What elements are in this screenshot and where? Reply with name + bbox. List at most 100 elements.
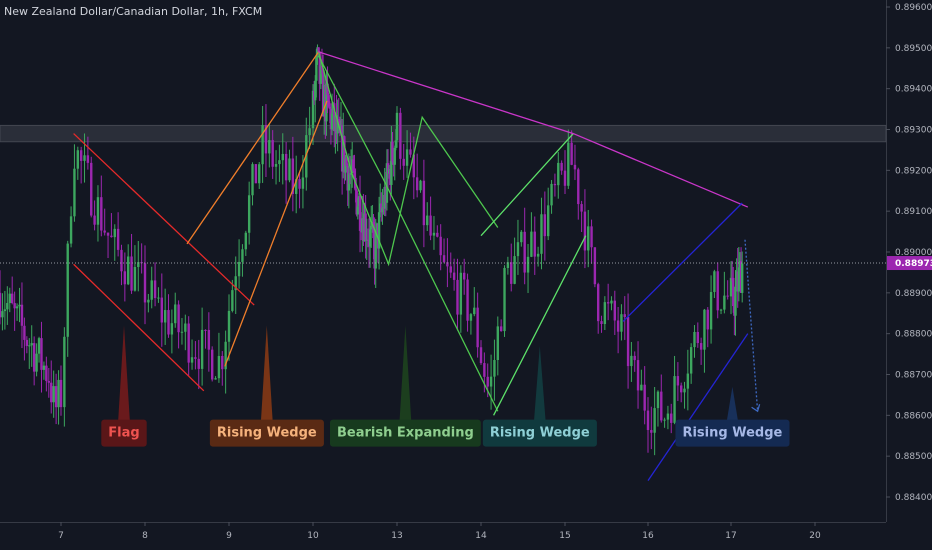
candle-body — [660, 391, 663, 421]
candle-body — [633, 355, 636, 361]
candle-body — [390, 141, 393, 185]
candle-body — [368, 229, 372, 247]
candle-body — [116, 228, 120, 250]
pattern-label-5: Rising Wedge — [675, 419, 790, 447]
candle-body — [224, 341, 227, 370]
candle-body — [103, 230, 106, 233]
candle-body — [11, 293, 14, 304]
candle-body — [573, 164, 577, 170]
pattern-label-text: Rising Wedge — [682, 426, 782, 441]
candle-body — [180, 331, 184, 333]
candle-body — [153, 280, 157, 299]
candle-body — [79, 150, 83, 161]
candle-body — [298, 179, 301, 189]
candle-body — [317, 47, 320, 52]
candle-body — [207, 329, 211, 350]
candle-body — [386, 163, 390, 174]
pattern-label-1: Flag — [101, 419, 147, 447]
candle-body — [459, 272, 463, 315]
candle-body — [251, 164, 254, 196]
candle-body — [308, 128, 311, 136]
candle-body — [673, 376, 676, 423]
candle-body — [28, 345, 31, 347]
candle-body — [626, 317, 630, 367]
candle-body — [506, 262, 510, 268]
flag-upper — [73, 133, 255, 306]
candle-body — [6, 302, 9, 310]
candle-body — [30, 343, 33, 346]
candle-body — [670, 413, 673, 423]
candle-body — [174, 304, 177, 324]
candle-body — [315, 57, 318, 81]
rising-wedge-2-upper — [480, 133, 574, 237]
candle-body — [25, 339, 29, 346]
rising-wedge-2-arrow — [533, 345, 546, 424]
candle-body — [221, 356, 224, 370]
candle-body — [35, 353, 38, 372]
candle-body — [499, 326, 503, 332]
candle-body — [381, 207, 384, 213]
candle-body — [90, 162, 93, 216]
candle-body — [311, 90, 315, 129]
candle-body — [227, 310, 231, 342]
candle-body — [533, 231, 536, 257]
candle-body — [699, 343, 703, 350]
candle-body — [696, 331, 699, 344]
candle-body — [734, 286, 737, 316]
rising-wedge-1-arrow — [260, 325, 273, 424]
candle-body — [320, 65, 324, 71]
candle-body — [391, 141, 394, 162]
candle-body — [570, 142, 573, 165]
candle-body — [237, 261, 241, 277]
candle-body — [63, 336, 66, 408]
candle-body — [76, 150, 79, 169]
candle-body — [643, 384, 646, 411]
candle-body — [583, 211, 587, 251]
candle-body — [40, 338, 43, 370]
candle-body — [167, 310, 170, 335]
pattern-label-box — [209, 419, 324, 447]
candle-body — [415, 177, 419, 191]
y-tick-label: 0.89300 — [895, 126, 932, 136]
candle-body — [412, 154, 415, 178]
projection-arrow — [744, 239, 759, 412]
candle-body — [732, 277, 735, 307]
candle-body — [150, 280, 153, 300]
candle-body — [261, 125, 264, 165]
candle-body — [567, 142, 570, 186]
candle-body — [8, 293, 11, 303]
candle-body — [653, 408, 656, 433]
candle-body — [452, 272, 456, 280]
rising-wedge-2-lower — [493, 235, 587, 416]
candle-body — [15, 306, 19, 309]
candle-body — [446, 262, 449, 267]
y-tick-label: 0.88800 — [895, 330, 932, 340]
candle-body — [456, 279, 459, 315]
candle-body — [160, 297, 163, 323]
candle-body — [268, 140, 271, 154]
y-tick-label: 0.88700 — [895, 371, 932, 381]
candle-body — [726, 295, 729, 297]
rising-wedge-3-lower — [647, 333, 749, 482]
candle-body — [42, 365, 46, 370]
candle-body — [106, 232, 110, 236]
candle-body — [426, 215, 429, 226]
candle-body — [526, 256, 530, 273]
candle-body — [479, 347, 483, 364]
candle-body — [45, 365, 48, 382]
candle-body — [374, 230, 377, 269]
y-tick-label: 0.88600 — [895, 411, 932, 421]
x-tick-label: 9 — [226, 531, 232, 541]
candle-body — [580, 204, 583, 212]
candle-body — [372, 221, 375, 239]
candle-body — [326, 83, 329, 96]
candle-body — [666, 413, 670, 420]
x-tick-label: 16 — [642, 531, 654, 541]
candle-body — [523, 231, 526, 273]
candle-body — [510, 262, 513, 284]
flag-lower — [73, 263, 205, 392]
candle-body — [449, 266, 452, 273]
candle-body — [86, 155, 90, 163]
